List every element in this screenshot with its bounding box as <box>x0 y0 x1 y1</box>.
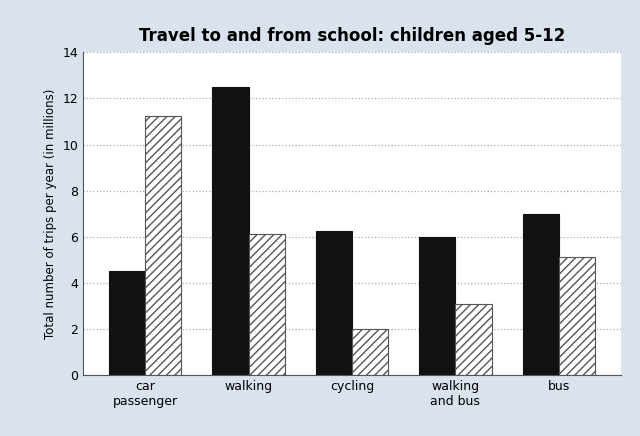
Bar <box>145 116 181 375</box>
Y-axis label: Total number of trips per year (in millions): Total number of trips per year (in milli… <box>44 89 57 339</box>
Bar <box>523 214 559 375</box>
Bar <box>419 237 456 375</box>
Title: Travel to and from school: children aged 5-12: Travel to and from school: children aged… <box>139 27 565 45</box>
Bar <box>109 271 145 375</box>
Bar <box>559 257 595 375</box>
Bar <box>456 303 492 375</box>
Bar <box>352 329 388 375</box>
Bar <box>316 231 352 375</box>
Bar <box>248 235 285 375</box>
Bar <box>212 87 248 375</box>
